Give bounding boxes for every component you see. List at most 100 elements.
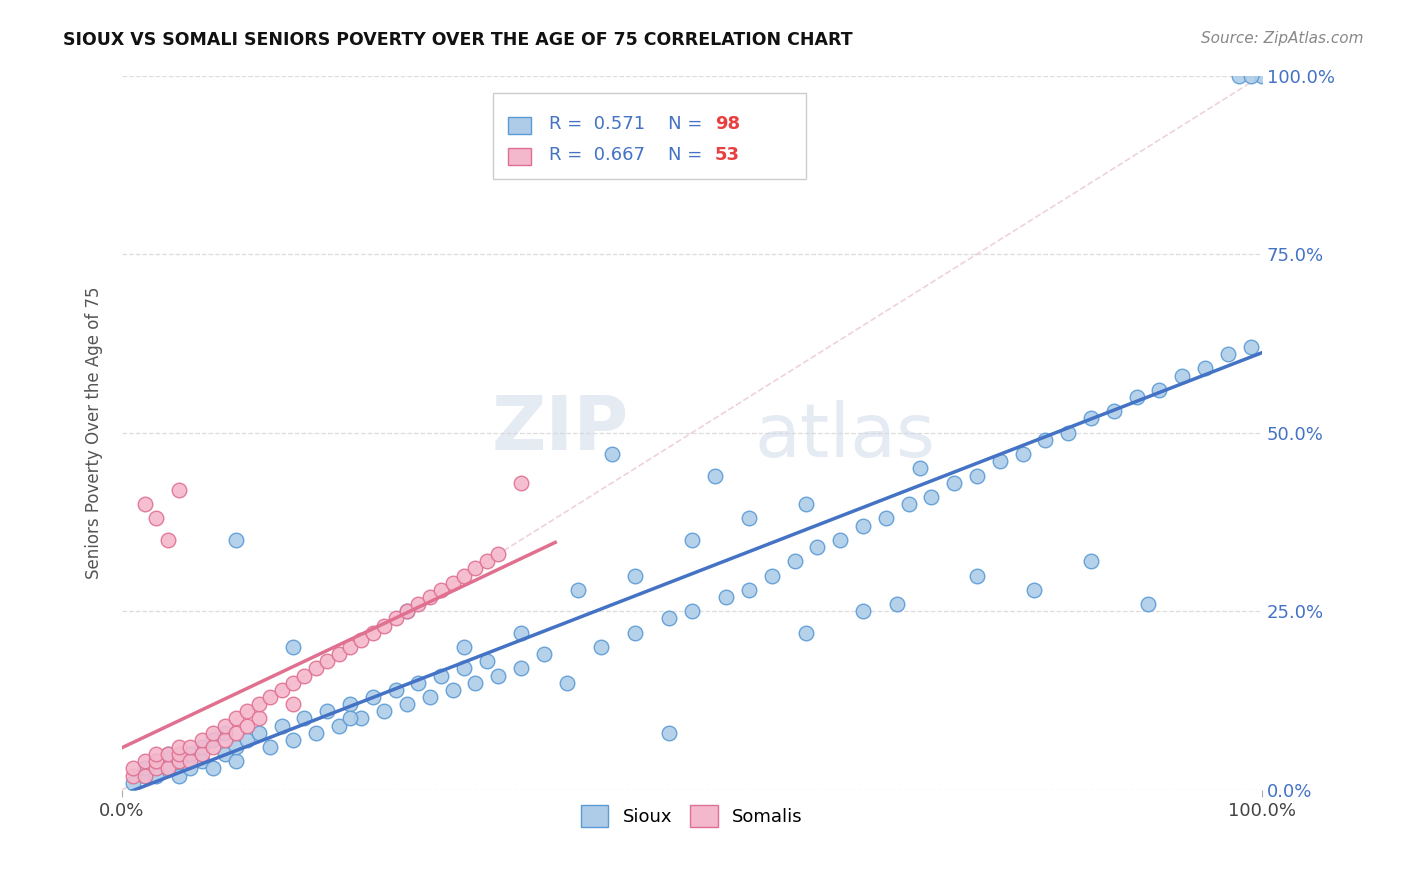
Text: 53: 53 bbox=[714, 145, 740, 164]
Point bbox=[567, 582, 589, 597]
Point bbox=[1080, 554, 1102, 568]
Point bbox=[316, 704, 339, 718]
Point bbox=[395, 697, 418, 711]
Point bbox=[156, 747, 179, 762]
FancyBboxPatch shape bbox=[509, 148, 531, 165]
Point bbox=[134, 762, 156, 776]
Point bbox=[681, 604, 703, 618]
Point bbox=[1057, 425, 1080, 440]
Point bbox=[191, 740, 214, 755]
Point bbox=[281, 697, 304, 711]
Point bbox=[384, 682, 406, 697]
Point bbox=[761, 568, 783, 582]
Point bbox=[589, 640, 612, 654]
Point bbox=[897, 497, 920, 511]
Point bbox=[794, 497, 817, 511]
Point bbox=[600, 447, 623, 461]
Text: 98: 98 bbox=[714, 115, 740, 133]
Point bbox=[179, 740, 201, 755]
Point bbox=[361, 625, 384, 640]
Point bbox=[167, 755, 190, 769]
Point bbox=[236, 718, 259, 732]
Point bbox=[943, 475, 966, 490]
Point bbox=[247, 711, 270, 725]
Point bbox=[167, 747, 190, 762]
Point bbox=[167, 740, 190, 755]
Point bbox=[214, 732, 236, 747]
Point bbox=[134, 497, 156, 511]
Point bbox=[156, 762, 179, 776]
Point bbox=[464, 561, 486, 575]
Point bbox=[167, 769, 190, 783]
Point bbox=[510, 625, 533, 640]
Point bbox=[1080, 411, 1102, 425]
Point bbox=[510, 475, 533, 490]
Point bbox=[191, 732, 214, 747]
Text: SIOUX VS SOMALI SENIORS POVERTY OVER THE AGE OF 75 CORRELATION CHART: SIOUX VS SOMALI SENIORS POVERTY OVER THE… bbox=[63, 31, 853, 49]
Point bbox=[214, 747, 236, 762]
Point bbox=[122, 769, 145, 783]
Point bbox=[441, 682, 464, 697]
Point bbox=[179, 762, 201, 776]
Point bbox=[225, 755, 247, 769]
Point bbox=[373, 618, 395, 632]
Point bbox=[225, 725, 247, 739]
Point bbox=[145, 511, 167, 525]
Point bbox=[270, 682, 292, 697]
Point bbox=[920, 490, 942, 504]
Point bbox=[1227, 69, 1250, 83]
Text: R =  0.571    N =: R = 0.571 N = bbox=[550, 115, 709, 133]
Point bbox=[555, 675, 578, 690]
Point bbox=[966, 568, 988, 582]
Point bbox=[145, 755, 167, 769]
Point bbox=[156, 533, 179, 547]
Point bbox=[875, 511, 897, 525]
Point bbox=[145, 762, 167, 776]
Point bbox=[191, 747, 214, 762]
Point bbox=[145, 755, 167, 769]
Point bbox=[202, 762, 225, 776]
FancyBboxPatch shape bbox=[492, 94, 806, 179]
Point bbox=[806, 540, 828, 554]
Point bbox=[339, 711, 361, 725]
Point bbox=[167, 755, 190, 769]
Point bbox=[225, 533, 247, 547]
Point bbox=[350, 632, 373, 647]
Point bbox=[486, 668, 509, 682]
Point bbox=[339, 640, 361, 654]
Point bbox=[681, 533, 703, 547]
Point bbox=[294, 711, 316, 725]
Point bbox=[1033, 433, 1056, 447]
Point bbox=[294, 668, 316, 682]
Point bbox=[453, 661, 475, 675]
Text: atlas: atlas bbox=[755, 400, 935, 473]
Point bbox=[236, 704, 259, 718]
Point bbox=[361, 690, 384, 704]
Point bbox=[624, 625, 647, 640]
Point bbox=[1022, 582, 1045, 597]
Point bbox=[886, 597, 908, 611]
Point bbox=[453, 640, 475, 654]
Point bbox=[236, 732, 259, 747]
Point bbox=[852, 604, 875, 618]
Point bbox=[350, 711, 373, 725]
Point bbox=[179, 755, 201, 769]
Point bbox=[1239, 340, 1261, 354]
Point bbox=[533, 647, 555, 661]
Point bbox=[475, 554, 498, 568]
Point bbox=[225, 740, 247, 755]
Point bbox=[658, 725, 681, 739]
Point bbox=[259, 690, 281, 704]
Point bbox=[1136, 597, 1159, 611]
FancyBboxPatch shape bbox=[509, 117, 531, 134]
Point bbox=[1149, 383, 1171, 397]
Point bbox=[966, 468, 988, 483]
Point bbox=[486, 547, 509, 561]
Point bbox=[247, 697, 270, 711]
Point bbox=[305, 725, 328, 739]
Point bbox=[738, 511, 761, 525]
Point bbox=[156, 747, 179, 762]
Point bbox=[281, 675, 304, 690]
Point bbox=[134, 769, 156, 783]
Point bbox=[214, 718, 236, 732]
